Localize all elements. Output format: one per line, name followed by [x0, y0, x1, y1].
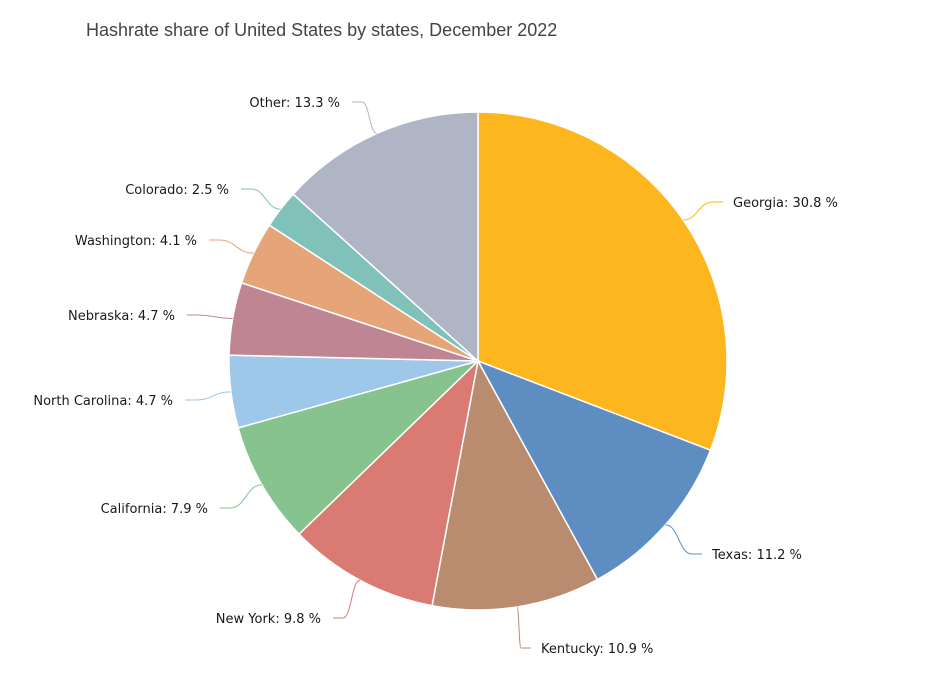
data-label-california: California: 7.9 %	[101, 502, 208, 517]
data-label-washington: Washington: 4.1 %	[75, 234, 197, 249]
pie-slice-other[interactable]	[292, 111, 479, 362]
data-label-other: Other: 13.3 %	[249, 96, 340, 111]
connector-line-washington	[209, 239, 254, 254]
connector-line-kentucky	[516, 606, 531, 649]
connector-lines	[185, 101, 723, 649]
connector-line-texas	[665, 524, 702, 555]
data-label-georgia: Georgia: 30.8 %	[733, 196, 838, 211]
pie-slice-new-york[interactable]	[298, 360, 479, 607]
connector-line-north-carolina	[185, 391, 231, 401]
connector-line-georgia	[683, 201, 723, 221]
pie-slice-georgia[interactable]	[477, 111, 728, 451]
pie-slices	[228, 111, 728, 611]
chart-title: Hashrate share of United States by state…	[86, 20, 558, 40]
data-label-north-carolina: North Carolina: 4.7 %	[33, 394, 173, 409]
pie-slice-california[interactable]	[237, 360, 479, 535]
connector-line-colorado	[241, 188, 281, 210]
connector-line-other	[352, 101, 378, 134]
connector-line-nebraska	[187, 314, 233, 320]
connector-line-new-york	[333, 579, 361, 619]
data-labels: Georgia: 30.8 % Texas: 11.2 % Kentucky: 10…	[33, 96, 838, 657]
data-label-colorado: Colorado: 2.5 %	[125, 183, 229, 198]
pie-slice-kentucky[interactable]	[431, 360, 599, 611]
data-label-kentucky: Kentucky: 10.9 %	[541, 642, 653, 657]
connector-line-california	[220, 484, 263, 509]
data-label-nebraska: Nebraska: 4.7 %	[68, 309, 175, 324]
data-label-new-york: New York: 9.8 %	[216, 612, 321, 627]
data-label-texas: Texas: 11.2 %	[711, 548, 802, 563]
